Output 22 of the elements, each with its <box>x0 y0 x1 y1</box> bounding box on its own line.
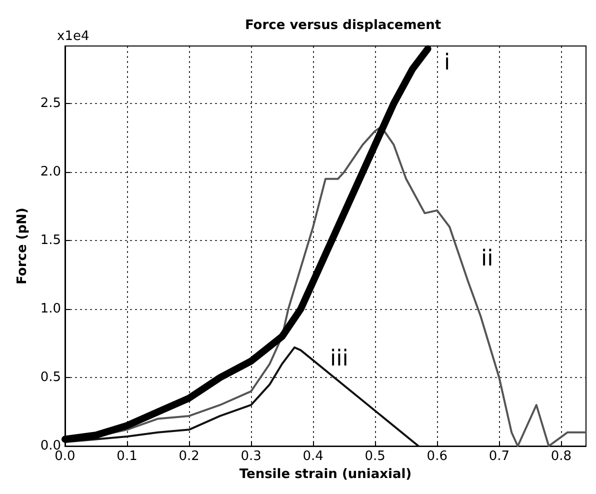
x-tick-label: 0.7 <box>488 449 510 464</box>
x-tick-label: 0.0 <box>54 449 76 464</box>
y-axis-title: Force (pN) <box>15 208 30 284</box>
chart-title: Force versus displacement <box>244 18 442 33</box>
x-axis-title: Tensile strain (uniaxial) <box>239 467 412 482</box>
y-tick-label: 1.5 <box>40 233 61 248</box>
x-tick-label: 0.8 <box>550 449 572 464</box>
x-tick-label: 0.6 <box>426 449 448 464</box>
x-tick-label: 0.1 <box>116 449 138 464</box>
x-tick-label: 0.5 <box>364 449 386 464</box>
y-tick-label: 0.5 <box>40 370 61 386</box>
annotation: iii <box>330 346 348 372</box>
y-tick-label: 1.0 <box>40 302 61 317</box>
x-tick-label: 0.2 <box>178 449 200 464</box>
text: x1e4 <box>57 29 90 44</box>
y-tick-label: 2.5 <box>40 96 61 112</box>
annotation: i <box>444 50 450 76</box>
x-tick-label: 0.3 <box>240 449 262 464</box>
line-series <box>64 346 420 448</box>
annotation: ii <box>481 246 494 272</box>
x-tick-label: 0.4 <box>302 449 324 464</box>
y-tick-label: 2.0 <box>40 164 61 180</box>
